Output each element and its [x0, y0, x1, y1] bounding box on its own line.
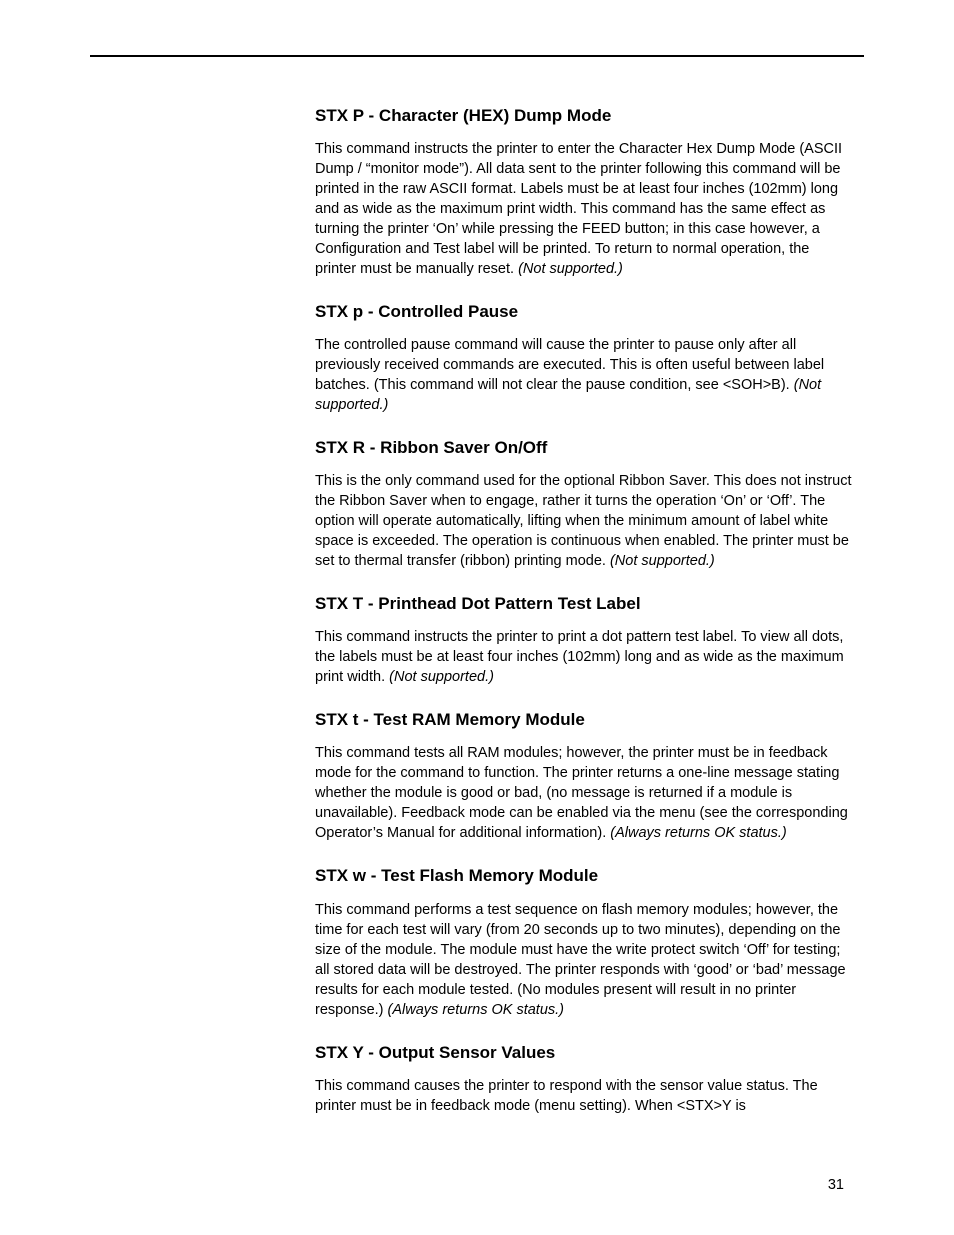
- section-body: This command instructs the printer to en…: [315, 139, 854, 279]
- section-heading: STX t - Test RAM Memory Module: [315, 709, 854, 731]
- section-body: This command performs a test sequence on…: [315, 900, 854, 1020]
- content-column: STX P - Character (HEX) Dump Mode This c…: [315, 105, 854, 1116]
- body-text: This is the only command used for the op…: [315, 473, 852, 569]
- section-heading: STX Y - Output Sensor Values: [315, 1042, 854, 1064]
- body-text: The controlled pause command will cause …: [315, 337, 824, 393]
- section-body: The controlled pause command will cause …: [315, 335, 854, 415]
- section-body: This command instructs the printer to pr…: [315, 627, 854, 687]
- page: STX P - Character (HEX) Dump Mode This c…: [0, 0, 954, 1235]
- section-heading: STX p - Controlled Pause: [315, 301, 854, 323]
- top-rule: [90, 55, 864, 57]
- page-number: 31: [828, 1177, 844, 1193]
- body-italic: (Not supported.): [389, 669, 494, 685]
- section-body: This command causes the printer to respo…: [315, 1076, 854, 1116]
- section-heading: STX T - Printhead Dot Pattern Test Label: [315, 593, 854, 615]
- body-italic: (Always returns OK status.): [610, 825, 786, 841]
- section-body: This command tests all RAM modules; howe…: [315, 743, 854, 843]
- section-heading: STX w - Test Flash Memory Module: [315, 865, 854, 887]
- body-italic: (Always returns OK status.): [388, 1002, 564, 1018]
- body-italic: (Not supported.): [610, 553, 715, 569]
- body-italic: (Not supported.): [518, 261, 623, 277]
- section-heading: STX P - Character (HEX) Dump Mode: [315, 105, 854, 127]
- body-text: This command instructs the printer to en…: [315, 141, 842, 277]
- section-heading: STX R - Ribbon Saver On/Off: [315, 437, 854, 459]
- section-body: This is the only command used for the op…: [315, 471, 854, 571]
- body-text: This command causes the printer to respo…: [315, 1078, 818, 1114]
- body-text: This command performs a test sequence on…: [315, 902, 846, 1018]
